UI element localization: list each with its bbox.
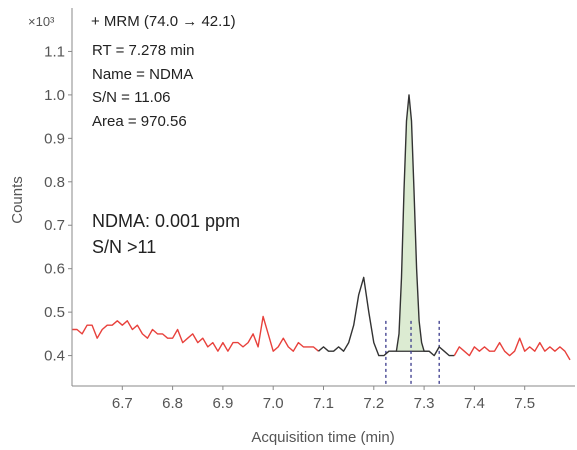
trace-segment bbox=[72, 315, 319, 352]
x-axis-ticks: 6.7 6.8 6.9 7.0 7.1 7.2 7.3 7.4 7.5 bbox=[112, 386, 535, 412]
x-tick-label: 7.2 bbox=[363, 395, 384, 412]
y-tick-label: 1.1 bbox=[44, 43, 65, 60]
y-tick-label: 0.8 bbox=[44, 174, 65, 191]
x-tick-label: 6.8 bbox=[162, 395, 183, 412]
highlight-sn: S/N >11 bbox=[92, 237, 156, 257]
x-tick-label: 6.9 bbox=[212, 395, 233, 412]
y-tick-label: 0.7 bbox=[44, 217, 65, 234]
trace-segment bbox=[318, 94, 455, 357]
peak-rt: RT = 7.278 min bbox=[92, 42, 194, 59]
trace-segment bbox=[453, 337, 571, 361]
x-tick-label: 7.1 bbox=[313, 395, 334, 412]
x-axis-title: Acquisition time (min) bbox=[251, 429, 394, 446]
highlight-concentration: NDMA: 0.001 ppm bbox=[92, 211, 240, 231]
y-tick-label: 1.0 bbox=[44, 87, 65, 104]
y-tick-label: 0.4 bbox=[44, 348, 65, 365]
peak-area: Area = 970.56 bbox=[92, 113, 187, 130]
x-tick-label: 7.0 bbox=[263, 395, 284, 412]
peak-sn: S/N = 11.06 bbox=[92, 89, 171, 106]
signal-trace bbox=[72, 94, 571, 361]
x-tick-label: 7.3 bbox=[414, 395, 435, 412]
x-tick-label: 7.4 bbox=[464, 395, 485, 412]
y-tick-label: 0.6 bbox=[44, 261, 65, 278]
chart-title: + MRM (74.0 → 42.1) bbox=[91, 13, 236, 30]
peak-name: Name = NDMA bbox=[92, 66, 193, 83]
x-tick-label: 7.5 bbox=[514, 395, 535, 412]
y-axis-ticks: 0.4 0.5 0.6 0.7 0.8 0.9 1.0 1.1 bbox=[44, 43, 72, 365]
x-tick-label: 6.7 bbox=[112, 395, 133, 412]
y-axis-title: Counts bbox=[9, 176, 26, 224]
y-tick-label: 0.9 bbox=[44, 130, 65, 147]
integrated-peak-area bbox=[396, 94, 430, 352]
y-tick-label: 0.5 bbox=[44, 304, 65, 321]
y-multiplier: ×10³ bbox=[28, 14, 55, 29]
